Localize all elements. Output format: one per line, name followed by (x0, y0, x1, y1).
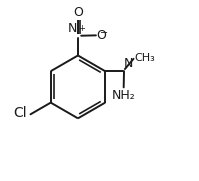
Text: N: N (68, 22, 77, 35)
Text: O: O (97, 29, 106, 42)
Text: CH₃: CH₃ (134, 53, 155, 63)
Text: O: O (74, 6, 83, 19)
Text: Cl: Cl (14, 106, 27, 120)
Text: +: + (78, 24, 85, 33)
Text: N: N (124, 58, 133, 70)
Text: −: − (100, 28, 108, 38)
Text: NH₂: NH₂ (112, 89, 136, 102)
